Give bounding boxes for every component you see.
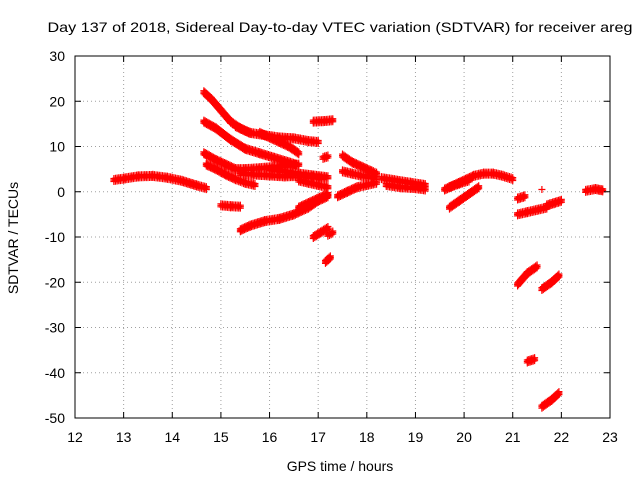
y-tick-label: -50 <box>45 410 65 426</box>
series-track-31 <box>538 270 563 295</box>
x-tick-label: 15 <box>213 429 229 445</box>
series-track-19 <box>334 177 381 202</box>
data-point <box>555 273 563 281</box>
data-point <box>314 139 322 147</box>
series-track-29 <box>543 195 565 211</box>
series-track-16 <box>321 252 334 267</box>
series-track-26 <box>446 175 473 193</box>
data-point <box>236 204 244 212</box>
y-tick-label: -30 <box>45 320 65 336</box>
series-track-23 <box>382 179 429 195</box>
x-tick-label: 17 <box>310 429 326 445</box>
data-point <box>475 185 483 193</box>
series-track-33 <box>538 388 563 412</box>
data-point <box>324 154 332 162</box>
x-tick-label: 23 <box>602 429 618 445</box>
y-tick-label: -10 <box>45 229 65 245</box>
y-tick-label: 10 <box>49 139 65 155</box>
series-track-32 <box>523 354 539 367</box>
y-tick-label: -40 <box>45 365 65 381</box>
data-point <box>421 187 429 195</box>
data-point <box>509 177 517 185</box>
data-points <box>110 87 607 412</box>
data-point <box>202 186 210 194</box>
series-track-28 <box>514 191 529 204</box>
series-track-9 <box>266 164 332 183</box>
chart-title: Day 137 of 2018, Sidereal Day-to-day VTE… <box>48 19 633 35</box>
series-track-21 <box>339 166 381 184</box>
data-point <box>555 391 563 399</box>
y-axis-label: SDTVAR / TECUs <box>5 182 21 294</box>
data-point <box>531 357 539 365</box>
series-track-25 <box>446 182 483 213</box>
series-track-17 <box>324 227 337 240</box>
series-track-1 <box>110 170 210 194</box>
series-track-14 <box>309 115 337 127</box>
y-tick-label: 30 <box>49 48 65 64</box>
series-track-5 <box>256 127 303 159</box>
data-point <box>295 151 303 159</box>
data-point <box>533 264 541 272</box>
series-track-20 <box>339 150 381 179</box>
data-point <box>329 118 337 126</box>
x-tick-label: 16 <box>262 429 278 445</box>
y-tick-label: 0 <box>57 184 65 200</box>
x-tick-label: 19 <box>408 429 424 445</box>
x-tick-label: 18 <box>359 429 375 445</box>
series-track-12 <box>295 189 332 213</box>
data-point <box>251 182 259 190</box>
data-point <box>326 255 334 263</box>
data-point <box>538 185 546 193</box>
data-point <box>324 175 332 183</box>
series-track-13 <box>217 200 244 212</box>
y-tick-label: 20 <box>49 93 65 109</box>
x-tick-label: 22 <box>554 429 570 445</box>
series-track-7 <box>202 159 259 190</box>
data-point <box>521 194 529 202</box>
data-point <box>329 230 337 238</box>
series-track-30 <box>514 261 541 290</box>
x-tick-label: 21 <box>505 429 521 445</box>
data-point <box>557 198 565 206</box>
x-tick-label: 12 <box>67 429 83 445</box>
data-point <box>324 192 332 200</box>
x-tick-label: 13 <box>116 429 132 445</box>
x-tick-label: 20 <box>456 429 472 445</box>
y-tick-label: -20 <box>45 274 65 290</box>
series-track-34 <box>582 184 607 196</box>
x-tick-label: 14 <box>164 429 180 445</box>
data-point <box>295 162 303 170</box>
axis-ticks: 12 13 14 15 16 17 18 19 20 21 22 23 30 20 10 0 -10 -20 -30… <box>45 48 618 445</box>
x-axis-label: GPS time / hours <box>287 458 394 474</box>
data-point <box>465 178 473 186</box>
series-track-18 <box>319 151 332 163</box>
